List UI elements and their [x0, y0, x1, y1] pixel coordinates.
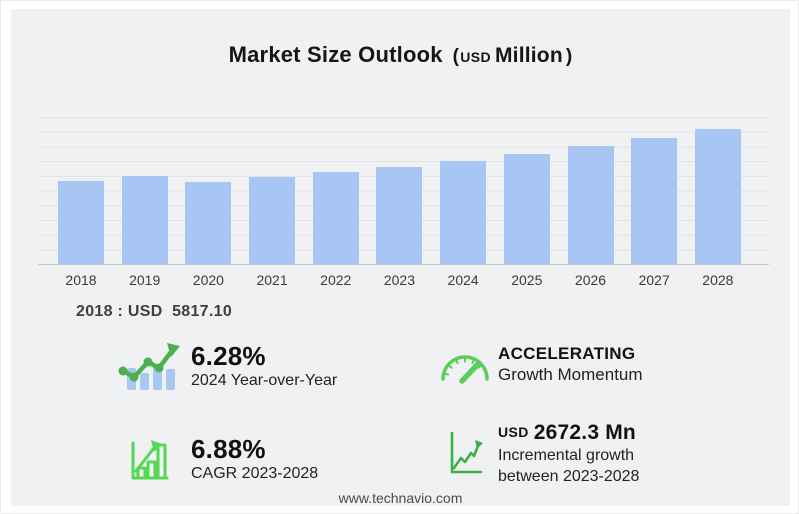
bar-2024	[440, 161, 487, 264]
bar-2021	[249, 177, 296, 264]
stat-momentum-label: Growth Momentum	[498, 365, 643, 384]
x-tick-2018: 2018	[65, 272, 97, 288]
stat-momentum-value: ACCELERATING	[498, 344, 636, 363]
stat-yoy-value: 6.28%	[191, 341, 266, 371]
x-tick-2021: 2021	[256, 272, 288, 288]
title-close-paren: )	[565, 46, 573, 67]
stat-cagr-value: 6.88%	[191, 434, 266, 464]
stat-incremental-value: USD 2672.3 Mn	[498, 420, 688, 445]
bar-2023	[376, 167, 423, 264]
bar-2025	[503, 154, 550, 264]
x-tick-2025: 2025	[511, 272, 543, 288]
stat-yoy-label: 2024 Year-over-Year	[191, 372, 338, 389]
bar-2020	[185, 182, 232, 264]
x-axis-labels: 2018 2019 2020 2021 2022 2023 2024 2025 2026 2027…	[58, 272, 741, 288]
x-tick-2028: 2028	[702, 272, 734, 288]
stat-incremental-currency: USD	[498, 423, 529, 440]
x-tick-2027: 2027	[638, 272, 670, 288]
chart-title: Market Size Outlook (USD Million)	[11, 42, 790, 68]
bar-2028	[694, 129, 741, 264]
title-currency: USD	[460, 49, 491, 65]
stat-incremental-label: Incremental growth between 2023-2028	[498, 446, 640, 485]
bar-2027	[631, 138, 678, 264]
x-tick-2026: 2026	[574, 272, 607, 288]
bar-chart-growth-icon	[107, 433, 191, 485]
stat-incremental: USD 2672.3 Mn Incremental growth between …	[432, 413, 688, 493]
stat-incremental-amount: 2672.3 Mn	[533, 420, 636, 444]
bar-2018	[58, 181, 104, 264]
stat-cagr-label: CAGR 2023-2028	[191, 465, 319, 482]
stat-momentum: ACCELERATING Growth Momentum	[432, 340, 643, 390]
stat-yoy: 6.28% 2024 Year-over-Year	[107, 335, 337, 397]
line-chart-growth-icon	[432, 427, 498, 479]
bar-2022	[312, 172, 359, 264]
title-unit: Million	[494, 44, 563, 67]
chart-panel: Market Size Outlook (USD Million) 2018 2019…	[11, 9, 790, 506]
bar-2019	[121, 176, 168, 264]
website-url: www.technavio.com	[338, 490, 463, 506]
bar-2026	[567, 146, 614, 264]
x-tick-2024: 2024	[447, 272, 479, 288]
speedometer-icon	[432, 342, 498, 388]
base-year-annotation: 2018 : USD 5817.10	[76, 303, 233, 320]
growth-trend-icon	[107, 338, 191, 394]
bars	[58, 117, 741, 264]
x-tick-2023: 2023	[383, 272, 416, 288]
x-tick-2022: 2022	[320, 272, 352, 288]
title-main: Market Size Outlook	[228, 42, 443, 67]
x-tick-2019: 2019	[129, 272, 161, 288]
x-tick-2020: 2020	[192, 272, 224, 288]
title-open-paren: (	[452, 46, 460, 67]
stat-cagr: 6.88% CAGR 2023-2028	[107, 428, 318, 490]
